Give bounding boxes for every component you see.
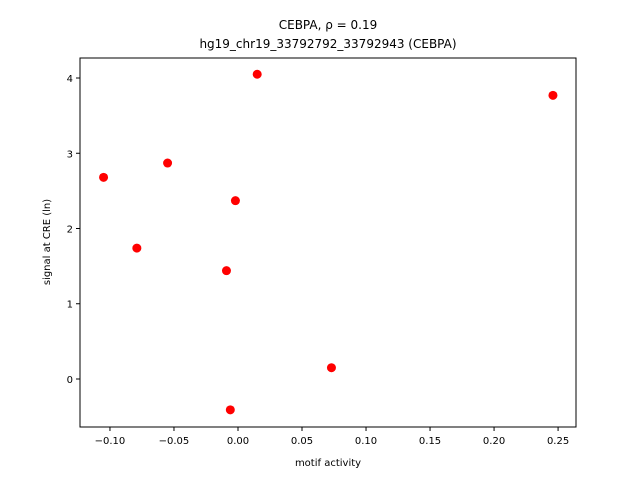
point xyxy=(99,172,109,182)
chart-title: CEBPA, ρ = 0.19 xyxy=(279,18,378,32)
x-tick-label: 0.10 xyxy=(355,436,377,447)
point xyxy=(548,90,558,100)
point xyxy=(230,196,240,206)
x-tick-label: 0.00 xyxy=(227,436,249,447)
x-axis-label: motif activity xyxy=(295,458,361,469)
point xyxy=(326,363,336,373)
y-tick-label: 1 xyxy=(67,300,73,311)
point xyxy=(163,158,173,168)
plot-frame xyxy=(79,57,577,428)
x-tick-label: 0.15 xyxy=(419,436,441,447)
y-axis-label: signal at CRE (ln) xyxy=(42,199,53,285)
point xyxy=(252,69,262,79)
y-tick-label: 3 xyxy=(67,149,73,160)
x-tick-label: −0.10 xyxy=(95,436,126,447)
x-tick-label: 0.20 xyxy=(483,436,505,447)
y-tick-label: 0 xyxy=(67,375,73,386)
chart-subtitle: hg19_chr19_33792792_33792943 (CEBPA) xyxy=(199,37,456,51)
y-tick-label: 2 xyxy=(67,225,73,236)
point xyxy=(132,243,142,253)
point xyxy=(225,405,235,415)
x-tick-label: 0.05 xyxy=(291,436,313,447)
y-tick-label: 4 xyxy=(67,74,73,85)
x-tick-label: 0.25 xyxy=(547,436,569,447)
point xyxy=(221,266,231,276)
x-tick-label: −0.05 xyxy=(159,436,190,447)
